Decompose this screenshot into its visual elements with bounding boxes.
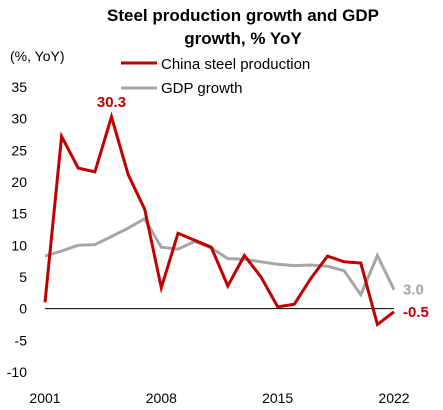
data-label: -0.5: [403, 304, 429, 321]
y-tick-label: -5: [15, 332, 28, 348]
chart-title-line-2: growth, % YoY: [184, 29, 302, 48]
x-tick-label: 2008: [146, 390, 177, 406]
x-tick-label: 2022: [378, 390, 409, 406]
legend-label-china-steel: China steel production: [161, 56, 310, 73]
y-axis: -10 -5 0 5 10 15 20 25 30 35: [7, 79, 27, 380]
y-tick-label: 0: [19, 301, 27, 317]
legend: China steel production GDP growth: [121, 56, 310, 97]
x-tick-label: 2015: [262, 390, 293, 406]
legend-label-gdp: GDP growth: [161, 80, 242, 97]
series-lines: [43, 111, 396, 328]
y-tick-label: 35: [11, 79, 27, 95]
y-axis-unit-label: (%, YoY): [10, 48, 64, 64]
y-tick-label: 20: [11, 174, 27, 190]
y-tick-label: 5: [19, 269, 27, 285]
data-label: 3.0: [403, 282, 424, 299]
chart-title-line-1: Steel production growth and GDP: [107, 6, 379, 25]
y-tick-label: 10: [11, 237, 27, 253]
x-tick-label: 2001: [29, 390, 60, 406]
y-tick-label: 30: [11, 111, 27, 127]
x-axis: 2001 2008 2015 2022: [29, 390, 409, 406]
y-tick-label: 25: [11, 142, 27, 158]
series-line-0: [43, 111, 395, 328]
series-line-1: [44, 216, 396, 298]
y-tick-label: -10: [7, 364, 27, 380]
data-labels: 30.3 -0.5 3.0: [97, 94, 429, 321]
data-label: 30.3: [97, 94, 126, 111]
y-tick-label: 15: [11, 206, 27, 222]
